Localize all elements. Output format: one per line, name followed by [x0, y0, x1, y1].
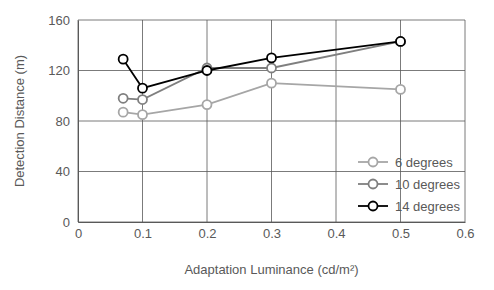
tick-label: 160 — [48, 13, 70, 28]
tick-label: 80 — [56, 114, 70, 129]
tick-label: 0.1 — [134, 226, 152, 241]
tick: 40 — [56, 164, 78, 179]
grid-line-x — [142, 20, 143, 222]
tick: 0.2 — [198, 222, 216, 241]
tick-label: 0.6 — [456, 226, 474, 241]
plot-area: 0 0.1 0.2 0.3 0.4 0.5 0.6 0 40 80 120 160 — [48, 13, 474, 242]
point — [267, 79, 276, 88]
tick-label: 0.5 — [392, 226, 410, 241]
legend-item: 10 degrees — [358, 177, 461, 192]
point — [396, 37, 405, 46]
y-axis: 0 40 80 120 160 — [48, 13, 78, 230]
legend-item: 6 degrees — [358, 155, 453, 170]
tick-label: 120 — [48, 63, 70, 78]
tick: 0.3 — [263, 222, 281, 241]
series-line — [123, 41, 400, 88]
legend-label: 10 degrees — [395, 177, 461, 192]
grid-line-x — [207, 20, 208, 222]
x-axis-title: Adaptation Luminance (cd/m²) — [184, 262, 358, 277]
tick: 0.4 — [327, 222, 345, 241]
grid — [78, 20, 465, 222]
point — [138, 95, 147, 104]
point — [203, 66, 212, 75]
axis-line — [79, 222, 466, 223]
tick: 0.5 — [392, 222, 410, 241]
tick: 0.6 — [456, 222, 474, 241]
point — [138, 110, 147, 119]
tick: 120 — [48, 63, 78, 78]
tick: 160 — [48, 13, 78, 28]
tick-label: 0 — [75, 226, 82, 241]
point — [267, 53, 276, 62]
point — [267, 63, 276, 72]
point — [138, 84, 147, 93]
point — [396, 37, 405, 46]
point — [119, 108, 128, 117]
point — [203, 100, 212, 109]
tick-label: 0 — [63, 215, 70, 230]
tick-label: 0.3 — [263, 226, 281, 241]
tick-label: 0.4 — [327, 226, 345, 241]
point — [119, 94, 128, 103]
point — [119, 55, 128, 64]
point — [396, 85, 405, 94]
tick: 80 — [56, 114, 78, 129]
series-line — [123, 41, 400, 99]
chart: 0 0.1 0.2 0.3 0.4 0.5 0.6 0 40 80 120 160 Adaptation… — [0, 0, 494, 290]
grid-line-x — [271, 20, 272, 222]
legend-label: 6 degrees — [395, 155, 453, 170]
y-axis-title: Detection Distance (m) — [12, 55, 27, 187]
tick: 0 — [63, 215, 78, 230]
legend-marker — [369, 180, 378, 189]
axis-line — [78, 21, 79, 223]
tick: 0 — [75, 222, 82, 241]
grid-line-x — [78, 20, 79, 222]
tick-label: 40 — [56, 164, 70, 179]
legend-item: 14 degrees — [358, 199, 461, 214]
legend-label: 14 degrees — [395, 199, 461, 214]
legend-marker — [369, 202, 378, 211]
series-group — [119, 37, 405, 119]
legend: 6 degrees 10 degrees 14 degrees — [358, 155, 461, 214]
grid-line-x — [465, 20, 466, 222]
tick: 0.1 — [134, 222, 152, 241]
x-axis: 0 0.1 0.2 0.3 0.4 0.5 0.6 — [75, 222, 475, 241]
tick-label: 0.2 — [198, 226, 216, 241]
grid-line-x — [400, 20, 401, 222]
legend-marker — [369, 158, 378, 167]
